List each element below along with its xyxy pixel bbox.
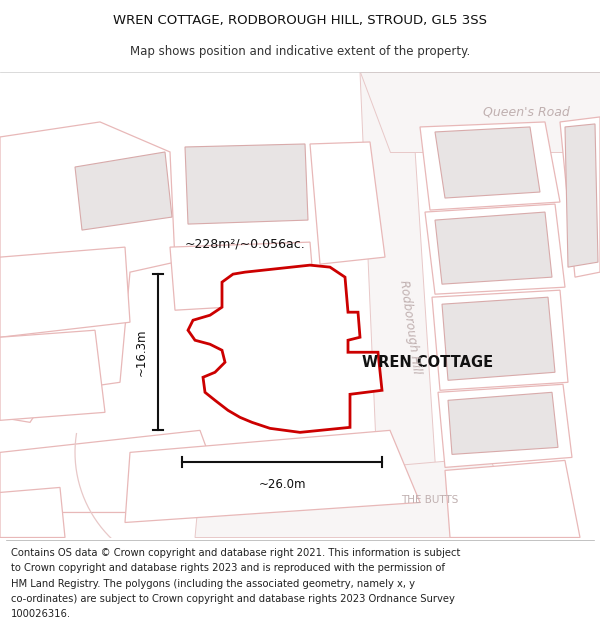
Text: Contains OS data © Crown copyright and database right 2021. This information is : Contains OS data © Crown copyright and d… (11, 548, 460, 558)
Text: WREN COTTAGE, RODBOROUGH HILL, STROUD, GL5 3SS: WREN COTTAGE, RODBOROUGH HILL, STROUD, G… (113, 14, 487, 28)
Text: ~26.0m: ~26.0m (258, 478, 306, 491)
Text: HM Land Registry. The polygons (including the associated geometry, namely x, y: HM Land Registry. The polygons (includin… (11, 579, 415, 589)
Polygon shape (420, 122, 560, 210)
Polygon shape (445, 461, 580, 538)
Polygon shape (0, 247, 130, 338)
Text: Map shows position and indicative extent of the property.: Map shows position and indicative extent… (130, 44, 470, 58)
Text: Queen's Road: Queen's Road (483, 106, 570, 118)
Polygon shape (195, 458, 520, 538)
Text: THE BUTTS: THE BUTTS (401, 496, 458, 506)
Polygon shape (185, 144, 308, 224)
Polygon shape (435, 127, 540, 198)
Polygon shape (565, 124, 598, 267)
Polygon shape (0, 330, 105, 421)
Polygon shape (0, 122, 175, 422)
Polygon shape (170, 242, 315, 310)
Polygon shape (0, 431, 230, 512)
Polygon shape (435, 212, 552, 284)
Polygon shape (75, 152, 172, 230)
Polygon shape (442, 297, 555, 380)
Polygon shape (432, 290, 568, 390)
Text: Rodborough Hill: Rodborough Hill (397, 279, 423, 375)
Text: 100026316.: 100026316. (11, 609, 71, 619)
Polygon shape (310, 142, 385, 264)
Text: ~16.3m: ~16.3m (135, 329, 148, 376)
Text: co-ordinates) are subject to Crown copyright and database rights 2023 Ordnance S: co-ordinates) are subject to Crown copyr… (11, 594, 455, 604)
Polygon shape (438, 384, 572, 468)
Polygon shape (125, 431, 420, 522)
Polygon shape (188, 265, 382, 432)
Text: ~228m²/~0.056ac.: ~228m²/~0.056ac. (185, 238, 306, 251)
Text: WREN COTTAGE: WREN COTTAGE (362, 355, 493, 370)
Polygon shape (425, 204, 565, 294)
Polygon shape (448, 392, 558, 454)
Polygon shape (360, 72, 600, 152)
Polygon shape (360, 72, 440, 538)
Text: to Crown copyright and database rights 2023 and is reproduced with the permissio: to Crown copyright and database rights 2… (11, 563, 445, 573)
Polygon shape (560, 117, 600, 277)
Polygon shape (0, 488, 65, 538)
